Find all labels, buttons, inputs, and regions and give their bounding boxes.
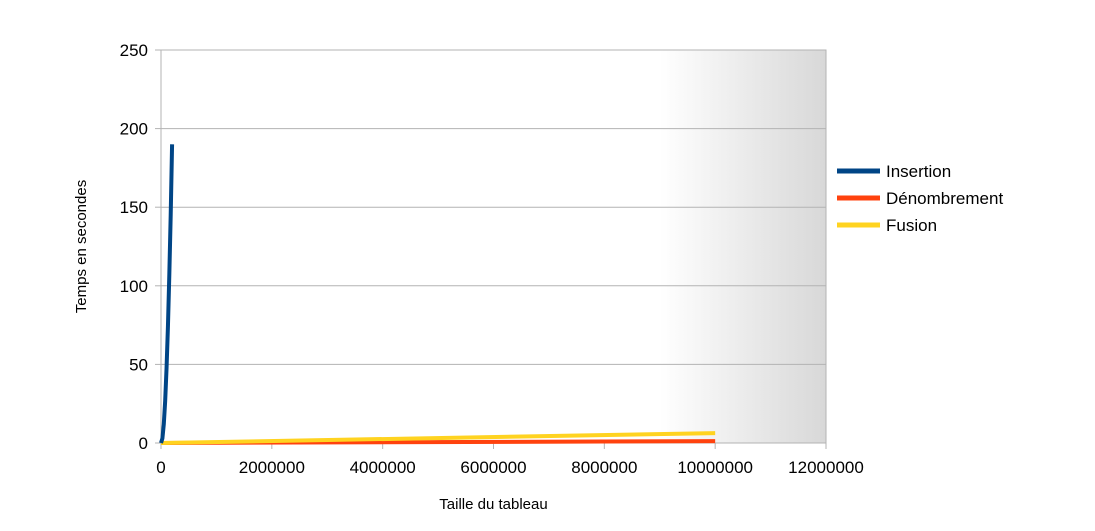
y-tick-label: 0 — [139, 434, 148, 453]
y-tick-label: 100 — [120, 277, 148, 296]
x-tick-label: 2000000 — [239, 458, 305, 477]
x-tick-label: 10000000 — [677, 458, 753, 477]
x-axis-title: Taille du tableau — [439, 496, 547, 513]
legend-label: Insertion — [886, 162, 951, 181]
series-line-insertion — [159, 144, 175, 444]
x-tick-label: 12000000 — [788, 458, 864, 477]
legend: Insertion Dénombrement Fusion — [837, 162, 1003, 235]
y-tick-label: 250 — [120, 41, 148, 60]
y-tick-label: 150 — [120, 198, 148, 217]
plot-area — [161, 50, 826, 443]
series-line-fusion — [160, 431, 716, 445]
x-tick-label: 0 — [156, 458, 165, 477]
y-tick-label: 200 — [120, 120, 148, 139]
x-tick-label: 4000000 — [350, 458, 416, 477]
legend-label: Dénombrement — [886, 189, 1003, 208]
series-lines — [159, 144, 716, 445]
tick-labels: 0 50 100 150 200 250 0 2000000 4000000 6000000 800… — [120, 41, 864, 477]
legend-label: Fusion — [886, 216, 937, 235]
y-axis-title: Temps en secondes — [73, 180, 90, 313]
y-tick-label: 50 — [129, 355, 148, 374]
x-tick-label: 8000000 — [571, 458, 637, 477]
x-tick-label: 6000000 — [460, 458, 526, 477]
